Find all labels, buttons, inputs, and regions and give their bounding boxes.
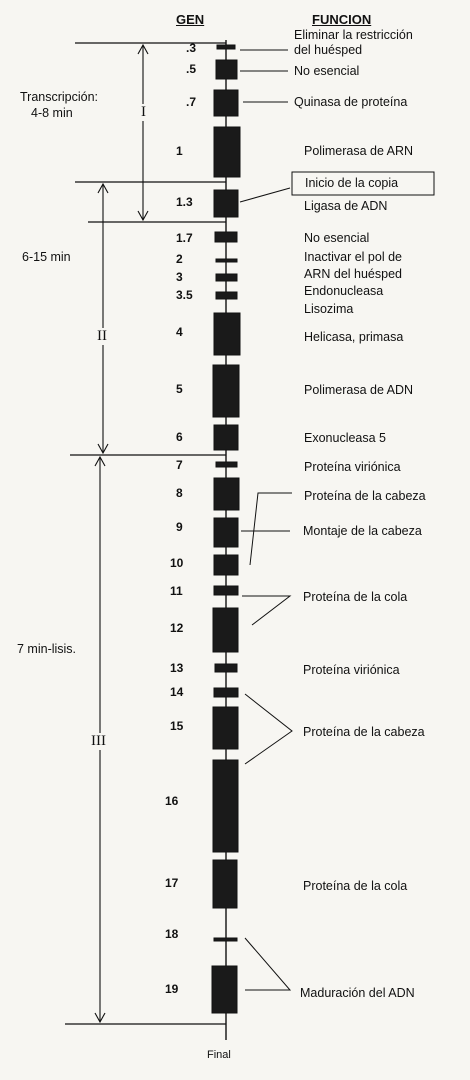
gene-label-4: 4	[176, 325, 183, 339]
function-label-eliminate-restriction-2: del huésped	[294, 43, 363, 57]
connector-11-12	[242, 595, 292, 626]
gene-label-0.3: .3	[186, 41, 197, 55]
gene-block-0.5	[215, 59, 238, 80]
function-label-dna-polymerase: Polimerasa de ADN	[304, 383, 414, 397]
function-label-head-protein: Proteína de la cabeza	[304, 489, 426, 503]
function-label-inactivate-pol: Inactivar el pol de	[304, 250, 402, 264]
final-label: Final	[207, 1049, 231, 1061]
gene-block-5	[212, 364, 240, 418]
gene-block-15	[212, 706, 239, 750]
phase-I-label: I	[141, 104, 146, 121]
phase-II-label: II	[97, 328, 107, 345]
function-label-replication-origin: Inicio de la copia	[305, 176, 399, 190]
gene-label-3: 3	[176, 270, 183, 284]
function-column-header: FUNCION	[312, 12, 372, 27]
function-label-eliminate-restriction: Eliminar la restricción	[294, 28, 413, 42]
function-label-tail-protein: Proteína de la cola	[303, 590, 408, 604]
arrow-II-top-head	[97, 182, 109, 194]
gene-block-19	[211, 965, 238, 1014]
gene-label-0.7: .7	[186, 95, 197, 109]
function-label-inactivate-pol-2: ARN del huésped	[304, 267, 402, 281]
function-label-dna-maturation: Maduración del ADN	[300, 986, 415, 1000]
gene-block-1	[213, 126, 241, 178]
gene-label-7: 7	[176, 458, 183, 472]
transcription-time: 4-8 min	[31, 106, 73, 120]
gene-label-10: 10	[170, 556, 184, 570]
gene-block-1.7	[214, 231, 238, 243]
replication-origin-box	[291, 171, 435, 196]
connector-18-19	[244, 937, 292, 991]
phase-II-time: 6-15 min	[22, 250, 71, 264]
gene-block-10	[213, 554, 239, 576]
gene-label-6: 6	[176, 430, 183, 444]
function-label-exonuclease: Exonucleasa 5	[304, 431, 387, 445]
gene-block-17	[212, 859, 238, 909]
connector-1.3	[239, 187, 291, 203]
gene-block-6	[213, 424, 239, 451]
function-label-helicase-primase: Helicasa, primasa	[304, 330, 404, 344]
function-label-dna-ligase: Ligasa de ADN	[304, 199, 388, 213]
gene-column-header: GEN	[176, 12, 205, 27]
gene-label-1.3: 1.3	[176, 195, 193, 209]
connector-8-10	[249, 492, 292, 566]
arrow-I-bottom-head	[137, 210, 149, 222]
function-label-head-protein-2: Proteína de la cabeza	[303, 725, 425, 739]
function-label-virion-protein: Proteína viriónica	[304, 460, 401, 474]
gene-label-14: 14	[170, 685, 184, 699]
gene-block-9	[213, 517, 239, 548]
transcription-label: Transcripción:	[20, 90, 99, 104]
function-label-head-assembly: Montaje de la cabeza	[303, 524, 422, 538]
gene-block-18	[213, 937, 238, 942]
function-label-non-essential-2: No esencial	[304, 231, 370, 245]
gene-label-1.7: 1.7	[176, 231, 193, 245]
function-label-protein-kinase: Quinasa de proteína	[294, 95, 408, 109]
gene-label-2: 2	[176, 252, 183, 266]
gene-block-8	[213, 477, 240, 511]
arrow-III-bottom-head	[94, 1012, 106, 1024]
arrow-I-top-head	[137, 43, 149, 55]
arrow-II-bottom-head	[97, 443, 109, 455]
gene-block-11	[213, 585, 239, 596]
gene-block-16	[212, 759, 239, 853]
function-label-non-essential: No esencial	[294, 64, 360, 78]
gene-block-12	[212, 607, 239, 653]
function-label-tail-protein-2: Proteína de la cola	[303, 879, 408, 893]
gene-block-3	[215, 273, 238, 282]
function-label-lysozyme: Lisozima	[304, 302, 354, 316]
arrow-III-top-head	[94, 455, 106, 467]
phase-III-time: 7 min-lisis.	[17, 642, 77, 656]
gene-block-3.5	[215, 291, 238, 300]
phase-III-label: III	[91, 733, 106, 750]
gene-label-0.5: .5	[186, 62, 197, 76]
gene-label-8: 8	[176, 486, 183, 500]
gene-block-13	[214, 663, 238, 673]
gene-label-15: 15	[170, 719, 184, 733]
gene-label-3.5: 3.5	[176, 288, 193, 302]
gene-block-2	[215, 258, 238, 263]
gene-label-16: 16	[165, 794, 179, 808]
gene-label-9: 9	[176, 520, 183, 534]
gene-block-0.3	[216, 44, 236, 50]
connector-14-15	[244, 693, 293, 765]
gene-block-4	[213, 312, 241, 356]
gene-block-7	[215, 461, 238, 468]
gene-label-13: 13	[170, 661, 184, 675]
gene-block-14	[213, 687, 239, 698]
gene-label-12: 12	[170, 621, 184, 635]
function-label-endonuclease: Endonucleasa	[304, 284, 384, 298]
gene-label-18: 18	[165, 927, 179, 941]
gene-label-17: 17	[165, 876, 179, 890]
function-label-rna-polymerase: Polimerasa de ARN	[304, 144, 414, 158]
gene-label-5: 5	[176, 382, 183, 396]
gene-label-19: 19	[165, 982, 179, 996]
gene-label-11: 11	[170, 584, 183, 598]
gene-block-1.3	[213, 189, 239, 218]
function-label-virion-protein-2: Proteína viriónica	[303, 663, 400, 677]
gene-block-0.7	[213, 89, 239, 117]
gene-label-1: 1	[176, 144, 183, 158]
